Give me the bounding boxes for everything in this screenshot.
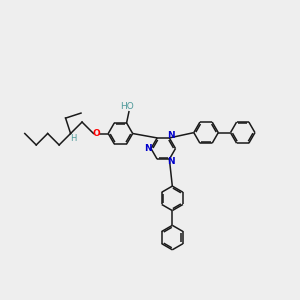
Text: N: N — [167, 131, 175, 140]
Text: O: O — [93, 129, 100, 138]
Text: N: N — [144, 144, 152, 153]
Text: H: H — [70, 134, 77, 143]
Text: HO: HO — [121, 102, 134, 111]
Text: N: N — [167, 157, 175, 166]
